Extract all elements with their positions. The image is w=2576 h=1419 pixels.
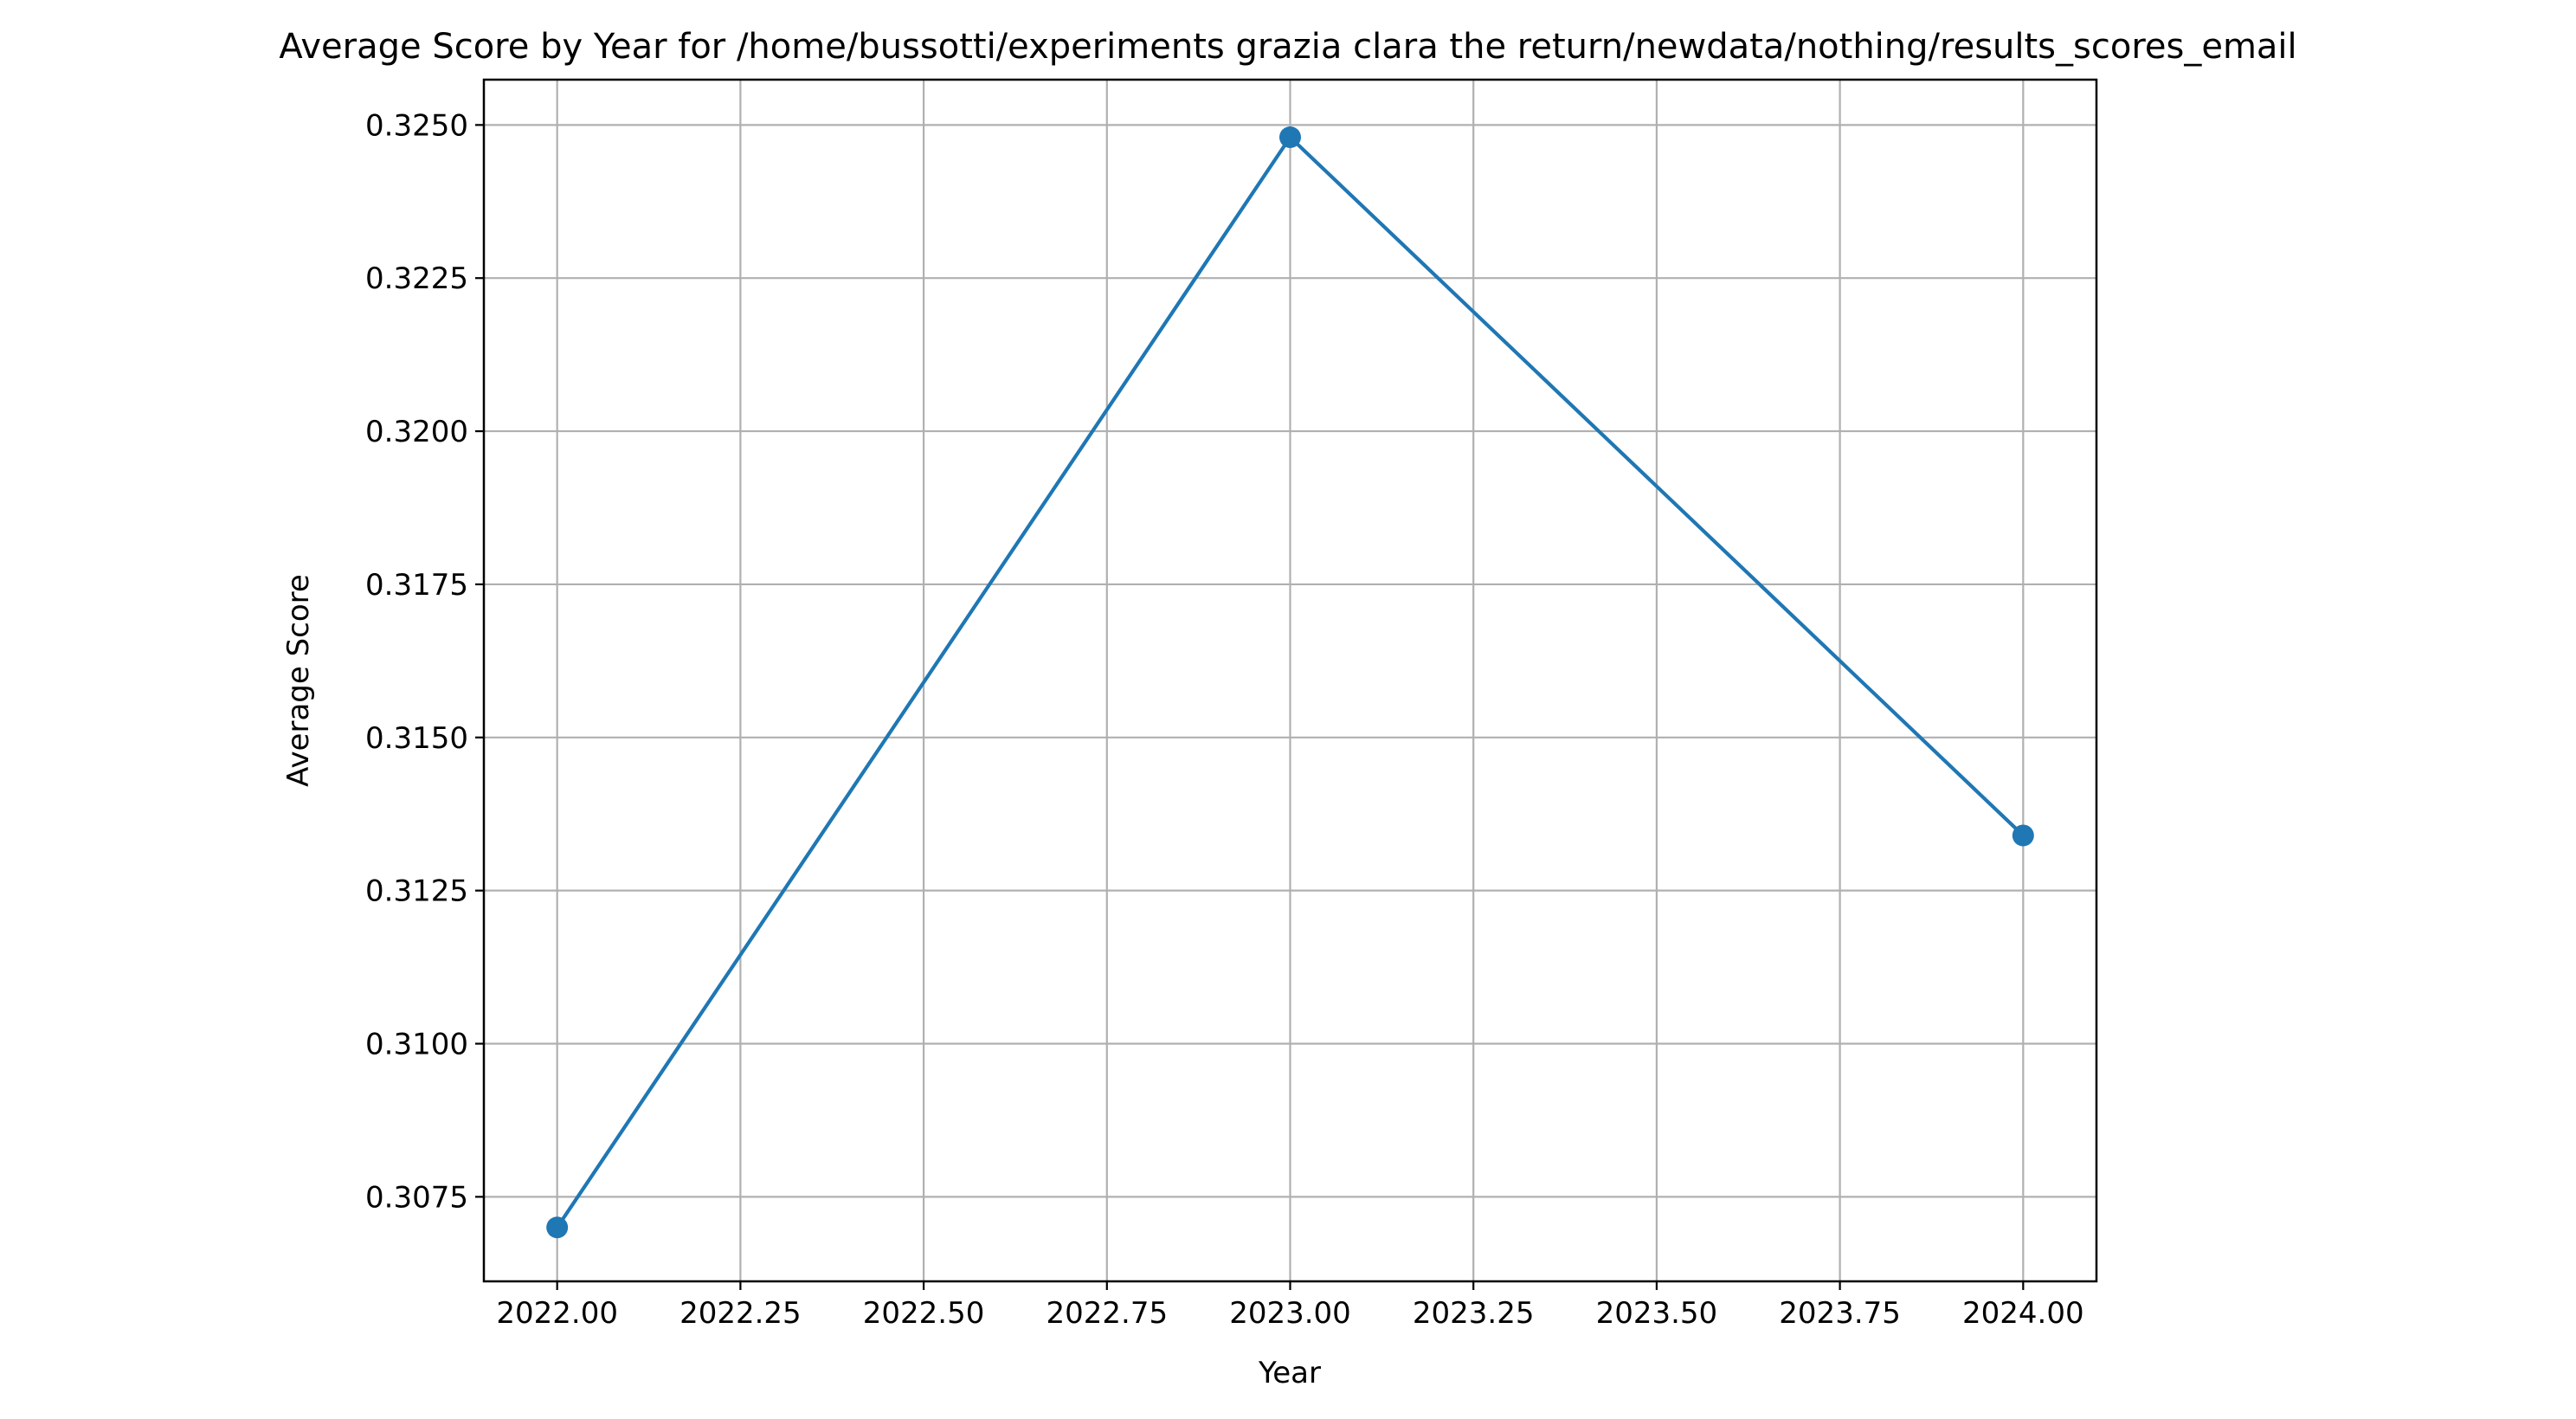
x-tick-label: 2023.50: [1596, 1296, 1718, 1331]
grid-lines: [484, 80, 2096, 1281]
y-tick-label: 0.3175: [365, 568, 468, 603]
y-tick-label: 0.3200: [365, 415, 468, 449]
x-tick-label: 2023.00: [1229, 1296, 1351, 1331]
y-tick-label: 0.3075: [365, 1180, 468, 1215]
data-point-marker: [1279, 126, 1301, 148]
x-tick-label: 2022.00: [496, 1296, 618, 1331]
data-point-marker: [546, 1216, 569, 1239]
x-tick-label: 2022.25: [679, 1296, 802, 1331]
x-tick-label: 2024.00: [1962, 1296, 2084, 1331]
y-tick-label: 0.3100: [365, 1028, 468, 1062]
y-tick-label: 0.3225: [365, 261, 468, 296]
x-axis-label: Year: [1258, 1356, 1321, 1390]
x-tick-label: 2023.75: [1779, 1296, 1901, 1331]
chart-title: Average Score by Year for /home/bussotti…: [279, 27, 2296, 67]
y-axis-label: Average Score: [281, 574, 316, 787]
x-axis-ticks: 2022.00 2022.25 2022.50 2022.75 2023.00 2023.…: [496, 1281, 2084, 1331]
y-tick-label: 0.3150: [365, 721, 468, 756]
x-tick-label: 2023.25: [1413, 1296, 1535, 1331]
x-tick-label: 2022.50: [863, 1296, 985, 1331]
y-tick-label: 0.3125: [365, 874, 468, 909]
y-axis-ticks: 0.3075 0.3100 0.3125 0.3150 0.3175 0.3200 0.32…: [365, 108, 484, 1215]
series-layer: [546, 126, 2034, 1239]
y-tick-label: 0.3250: [365, 108, 468, 143]
x-tick-label: 2022.75: [1046, 1296, 1168, 1331]
data-point-marker: [2012, 824, 2034, 847]
